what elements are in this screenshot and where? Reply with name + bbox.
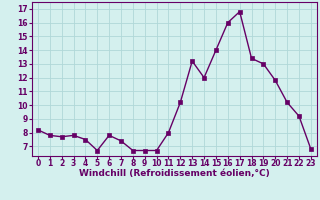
X-axis label: Windchill (Refroidissement éolien,°C): Windchill (Refroidissement éolien,°C) [79, 169, 270, 178]
